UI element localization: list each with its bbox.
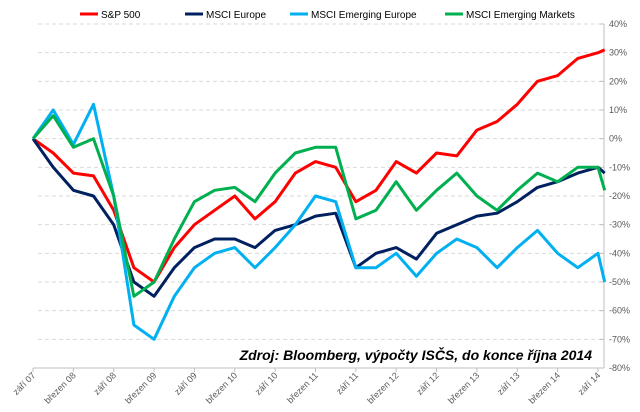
- x-tick-label: září 10: [253, 370, 280, 397]
- x-tick-label: září 14: [576, 370, 603, 397]
- legend-label: MSCI Emerging Europe: [311, 10, 417, 21]
- x-tick-label: září 12: [414, 370, 441, 397]
- y-tick-labels: 40% 30% 20% 10% 0% -10% -20% -30% -40% -50% -60% -7…: [609, 19, 630, 373]
- source-annotation: Zdroj: Bloomberg, výpočty ISČS, do konce…: [239, 346, 593, 363]
- x-tick-label: září 13: [495, 370, 522, 397]
- y-tick-label: -50%: [609, 277, 630, 287]
- y-tick-label: 40%: [609, 19, 627, 29]
- series-line-msci-emerging-markets: [31, 114, 607, 298]
- legend: S&P 500 MSCI Europe MSCI Emerging Europe MS…: [80, 10, 575, 21]
- y-tick-label: 10%: [609, 105, 627, 115]
- x-tick-label: září 11: [334, 370, 360, 396]
- x-tick-label: březen 11: [285, 370, 320, 405]
- x-tick-label: září 08: [92, 370, 119, 397]
- y-tick-label: -60%: [609, 306, 630, 316]
- y-tick-label: 30%: [609, 48, 627, 58]
- y-tick-label: 20%: [609, 76, 627, 86]
- x-tick-label: březen 09: [123, 370, 158, 405]
- x-tick-labels: září 07 březen 08 září 08 březen 09 září 09 b…: [11, 368, 603, 406]
- y-tick-label: 0%: [609, 134, 622, 144]
- x-tick-label: březen 14: [527, 370, 562, 405]
- legend-label: MSCI Emerging Markets: [466, 10, 575, 21]
- y-tick-label: -80%: [609, 363, 630, 373]
- x-tick-label: březen 10: [204, 370, 239, 405]
- series-line-s-p-500: [32, 48, 606, 284]
- y-tick-label: -20%: [609, 191, 630, 201]
- y-tick-label: -30%: [609, 220, 630, 230]
- y-tick-label: -40%: [609, 248, 630, 258]
- series-lines: [31, 48, 607, 341]
- y-tick-label: -70%: [609, 334, 630, 344]
- series-line-msci-emerging-europe: [31, 102, 607, 341]
- x-tick-label: březen 12: [365, 370, 400, 405]
- x-tick-label: září 07: [11, 370, 38, 397]
- legend-label: S&P 500: [101, 10, 141, 21]
- x-tick-label: březen 08: [42, 370, 77, 405]
- x-tick-label: březen 13: [446, 370, 481, 405]
- legend-label: MSCI Europe: [206, 10, 266, 21]
- y-tick-label: -10%: [609, 162, 630, 172]
- x-tick-label: září 09: [172, 370, 199, 397]
